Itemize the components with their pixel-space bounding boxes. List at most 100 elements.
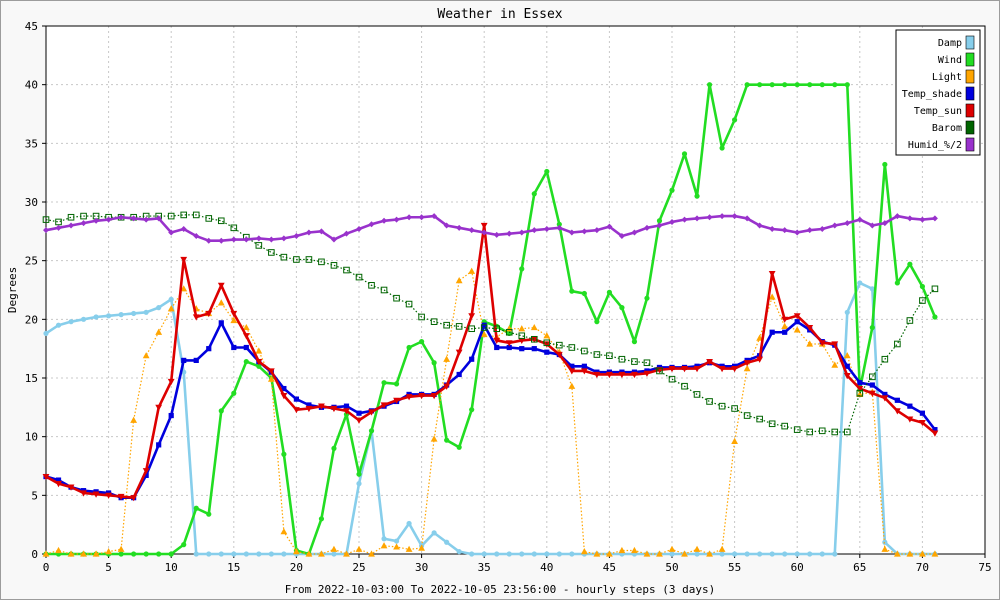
data-point-light bbox=[881, 545, 889, 552]
plot-area bbox=[46, 26, 985, 554]
data-point-light bbox=[568, 382, 576, 389]
data-point-humid-2 bbox=[781, 227, 788, 234]
series-humid-2 bbox=[43, 213, 938, 244]
data-point-wind bbox=[318, 516, 325, 522]
data-point-barom bbox=[856, 389, 864, 397]
data-point-humid-2 bbox=[356, 225, 362, 232]
data-point-wind bbox=[907, 261, 913, 267]
data-point-barom bbox=[455, 323, 463, 330]
data-point-light bbox=[280, 528, 288, 535]
legend-label: Temp_shade bbox=[902, 89, 962, 100]
data-point-humid-2 bbox=[393, 216, 400, 223]
data-point-barom bbox=[430, 318, 438, 325]
y-tick-label: 35 bbox=[25, 137, 38, 150]
data-point-wind bbox=[406, 344, 412, 351]
data-point-damp bbox=[506, 551, 512, 557]
data-point-wind bbox=[819, 82, 825, 88]
data-point-damp bbox=[719, 551, 725, 557]
data-point-damp bbox=[393, 538, 400, 544]
data-point-damp bbox=[669, 551, 675, 557]
data-point-humid-2 bbox=[180, 225, 187, 232]
data-point-humid-2 bbox=[606, 223, 613, 230]
data-point-barom bbox=[668, 375, 676, 383]
data-point-damp bbox=[406, 520, 412, 527]
x-tick-label: 55 bbox=[728, 561, 741, 574]
x-tick-label: 25 bbox=[352, 561, 365, 574]
data-point-temp-sun bbox=[606, 371, 613, 379]
data-point-wind bbox=[181, 542, 187, 548]
legend-swatch bbox=[965, 103, 975, 118]
data-point-wind bbox=[882, 161, 888, 168]
data-point-light bbox=[580, 548, 588, 555]
data-point-temp-sun bbox=[480, 222, 488, 230]
data-point-damp bbox=[744, 551, 750, 557]
data-point-damp bbox=[469, 551, 475, 557]
data-point-humid-2 bbox=[493, 231, 500, 238]
data-point-light bbox=[92, 550, 100, 557]
data-point-temp-sun bbox=[117, 493, 125, 501]
data-point-humid-2 bbox=[43, 227, 49, 234]
data-point-light bbox=[480, 330, 488, 338]
data-point-humid-2 bbox=[881, 220, 888, 227]
data-point-light bbox=[856, 390, 864, 398]
data-point-barom bbox=[931, 285, 939, 293]
data-point-wind bbox=[431, 360, 437, 366]
data-point-temp-shade bbox=[581, 363, 587, 369]
data-point-light bbox=[919, 550, 926, 557]
data-point-humid-2 bbox=[656, 222, 663, 229]
data-point-temp-sun bbox=[631, 371, 638, 379]
data-point-humid-2 bbox=[418, 214, 425, 221]
data-point-barom bbox=[67, 213, 75, 221]
data-point-humid-2 bbox=[443, 222, 450, 229]
data-point-light bbox=[380, 542, 388, 549]
data-point-humid-2 bbox=[318, 228, 325, 235]
data-point-humid-2 bbox=[243, 236, 250, 243]
x-tick-label: 50 bbox=[665, 561, 678, 574]
data-point-temp-sun bbox=[217, 282, 225, 289]
data-point-damp bbox=[556, 551, 562, 557]
data-point-light bbox=[618, 546, 626, 554]
data-point-temp-sun bbox=[167, 378, 175, 386]
data-point-barom bbox=[843, 428, 851, 436]
data-point-damp bbox=[118, 312, 124, 318]
data-point-wind bbox=[656, 218, 663, 224]
data-point-damp bbox=[93, 314, 99, 320]
data-point-barom bbox=[318, 258, 325, 266]
data-point-light bbox=[543, 332, 551, 339]
data-point-humid-2 bbox=[343, 230, 350, 237]
data-point-humid-2 bbox=[894, 213, 901, 220]
data-point-damp bbox=[381, 536, 387, 542]
data-point-wind bbox=[919, 283, 926, 290]
data-point-temp-sun bbox=[568, 368, 576, 375]
data-point-wind bbox=[331, 445, 337, 451]
data-point-damp bbox=[256, 551, 262, 557]
data-point-barom bbox=[468, 325, 475, 333]
data-point-barom bbox=[230, 224, 238, 232]
data-point-barom bbox=[217, 217, 225, 225]
data-point-light bbox=[530, 323, 538, 331]
data-point-wind bbox=[419, 339, 425, 345]
legend-label: Damp bbox=[938, 38, 962, 49]
data-point-wind bbox=[243, 358, 249, 365]
data-point-barom bbox=[405, 300, 413, 308]
data-point-temp-sun bbox=[793, 313, 801, 320]
data-point-wind bbox=[594, 319, 600, 325]
data-point-temp-sun bbox=[706, 358, 713, 366]
data-point-temp-shade bbox=[794, 319, 800, 325]
data-point-damp bbox=[68, 319, 74, 325]
data-point-humid-2 bbox=[130, 215, 137, 222]
data-point-damp bbox=[156, 305, 162, 311]
data-point-humid-2 bbox=[543, 225, 550, 232]
data-point-damp bbox=[268, 551, 274, 557]
data-point-light bbox=[105, 548, 112, 555]
data-point-temp-shade bbox=[218, 320, 224, 326]
data-point-wind bbox=[206, 511, 212, 517]
data-point-light bbox=[318, 550, 325, 557]
data-point-humid-2 bbox=[468, 227, 475, 234]
data-point-damp bbox=[844, 309, 850, 315]
data-point-humid-2 bbox=[55, 224, 62, 231]
data-point-barom bbox=[343, 266, 350, 274]
data-point-light bbox=[430, 435, 438, 442]
data-point-wind bbox=[519, 266, 525, 272]
data-point-barom bbox=[568, 344, 576, 351]
